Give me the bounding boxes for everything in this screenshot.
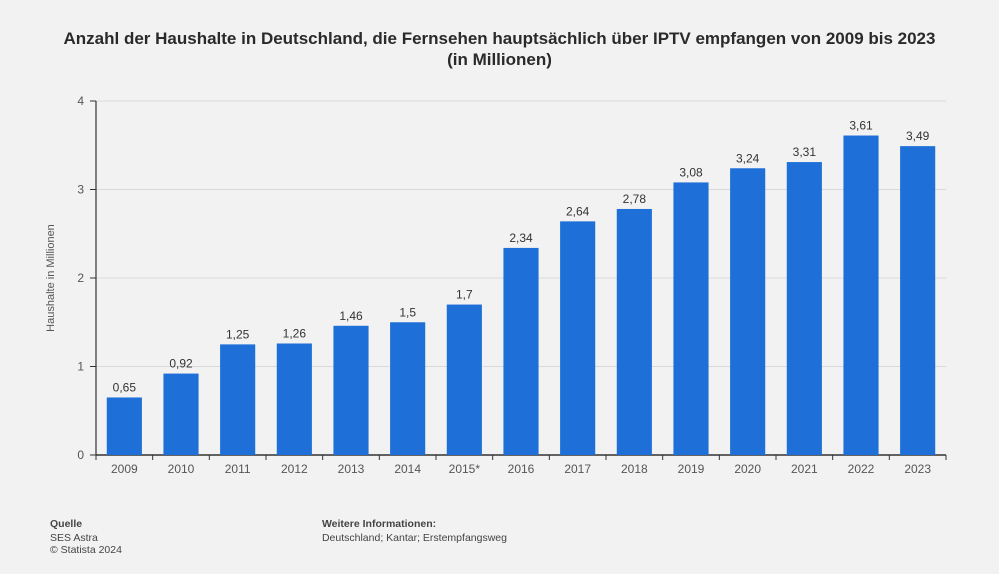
x-tick-label: 2023 bbox=[904, 462, 931, 476]
bar-value-label: 1,26 bbox=[283, 326, 307, 340]
bar-value-label: 0,65 bbox=[113, 380, 137, 394]
y-tick-label: 4 bbox=[77, 94, 84, 108]
bar bbox=[617, 208, 652, 454]
bar bbox=[843, 135, 878, 454]
bar bbox=[730, 168, 765, 455]
copyright-text: © Statista 2024 bbox=[50, 544, 122, 556]
info-text: Deutschland; Kantar; Erstempfangsweg bbox=[322, 532, 507, 544]
y-tick-label: 1 bbox=[77, 359, 84, 373]
bar bbox=[560, 221, 595, 455]
bar bbox=[220, 344, 255, 455]
bar-value-label: 2,78 bbox=[623, 191, 647, 205]
chart-frame: Anzahl der Haushalte in Deutschland, die… bbox=[0, 0, 999, 574]
y-tick-label: 3 bbox=[77, 182, 84, 196]
y-tick-label: 0 bbox=[77, 448, 84, 462]
chart-title: Anzahl der Haushalte in Deutschland, die… bbox=[0, 0, 999, 79]
x-tick-label: 2009 bbox=[111, 462, 138, 476]
info-block: Weitere Informationen: Deutschland; Kant… bbox=[322, 518, 507, 556]
bar bbox=[107, 397, 142, 455]
x-tick-label: 2010 bbox=[168, 462, 195, 476]
source-text: SES Astra bbox=[50, 532, 122, 544]
x-tick-label: 2017 bbox=[564, 462, 591, 476]
bar-value-label: 3,24 bbox=[736, 151, 760, 165]
x-tick-label: 2015* bbox=[449, 462, 481, 476]
info-head: Weitere Informationen: bbox=[322, 518, 507, 530]
x-tick-label: 2019 bbox=[678, 462, 705, 476]
source-head: Quelle bbox=[50, 518, 122, 530]
source-block: Quelle SES Astra © Statista 2024 bbox=[50, 518, 122, 556]
bar-value-label: 1,46 bbox=[339, 308, 363, 322]
bar bbox=[163, 373, 198, 454]
bar bbox=[390, 322, 425, 455]
chart-area: 0 1 2 3 4 Haushalte in Millionen 0,65 2009 0,92 2… bbox=[24, 83, 971, 509]
bar-value-label: 0,92 bbox=[169, 356, 193, 370]
bar-value-label: 3,08 bbox=[679, 165, 703, 179]
bar-value-label: 3,61 bbox=[849, 118, 873, 132]
x-tick-label: 2011 bbox=[225, 462, 251, 476]
y-axis-label: Haushalte in Millionen bbox=[45, 224, 57, 332]
bar-value-label: 1,7 bbox=[456, 287, 473, 301]
x-tick-label: 2012 bbox=[281, 462, 308, 476]
chart-footer: Quelle SES Astra © Statista 2024 Weitere… bbox=[0, 508, 999, 574]
bar bbox=[673, 182, 708, 455]
bar-value-label: 3,49 bbox=[906, 129, 930, 143]
bar-value-label: 2,34 bbox=[509, 230, 533, 244]
bar bbox=[787, 162, 822, 455]
bar-value-label: 1,5 bbox=[399, 305, 416, 319]
x-tick-label: 2014 bbox=[394, 462, 421, 476]
x-tick-label: 2016 bbox=[508, 462, 535, 476]
x-tick-label: 2013 bbox=[338, 462, 365, 476]
bar-value-label: 1,25 bbox=[226, 327, 250, 341]
x-tick-label: 2018 bbox=[621, 462, 648, 476]
bar-value-label: 3,31 bbox=[793, 145, 817, 159]
y-tick-label: 2 bbox=[77, 271, 84, 285]
bar-value-label: 2,64 bbox=[566, 204, 590, 218]
x-tick-label: 2022 bbox=[848, 462, 875, 476]
bar-chart-svg: 0 1 2 3 4 Haushalte in Millionen 0,65 2009 0,92 2… bbox=[24, 83, 964, 487]
x-tick-label: 2021 bbox=[791, 462, 818, 476]
x-tick-label: 2020 bbox=[734, 462, 761, 476]
bar bbox=[503, 247, 538, 454]
bar bbox=[447, 304, 482, 454]
bar bbox=[900, 146, 935, 455]
bar bbox=[277, 343, 312, 455]
bar bbox=[333, 325, 368, 454]
